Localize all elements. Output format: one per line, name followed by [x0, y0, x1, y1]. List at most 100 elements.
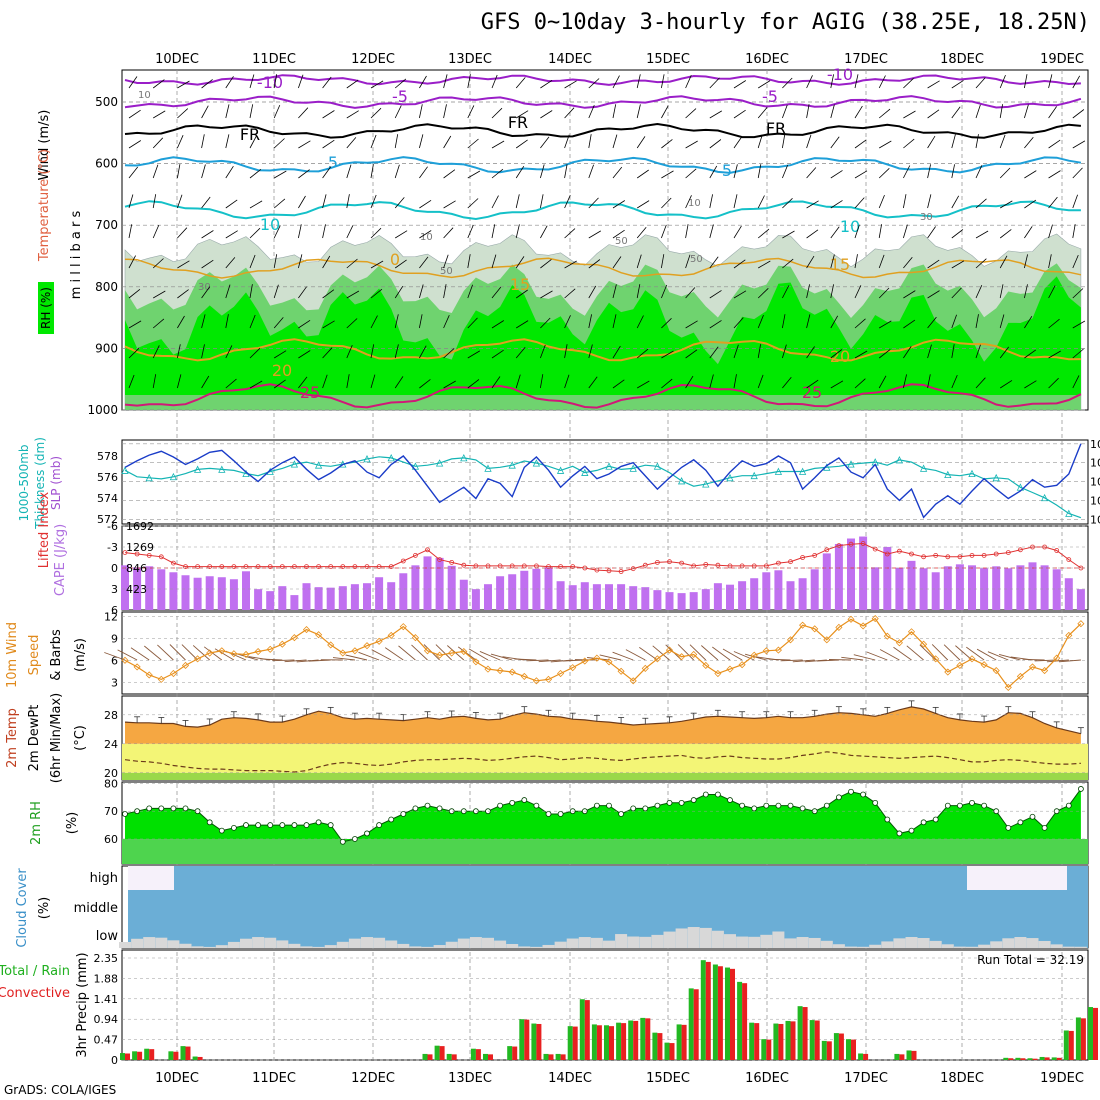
- wind10-barb: [906, 645, 924, 661]
- date-label-bottom-0: 10DEC: [155, 1071, 199, 1086]
- upper-barb: [128, 76, 138, 89]
- wind-speed-marker: [496, 667, 504, 675]
- upper-barb: [927, 259, 940, 269]
- low-cloud-bar: [1062, 946, 1075, 948]
- upper-barb: [878, 108, 891, 119]
- precip-total-bar: [712, 964, 718, 1060]
- li-marker: [183, 564, 188, 569]
- upper-barb: [612, 200, 626, 209]
- isotherm-2: [124, 122, 1081, 139]
- upper-barb: [467, 105, 475, 119]
- wind10-barb: [117, 649, 138, 661]
- upper-barb: [757, 80, 771, 89]
- upper-barb: [177, 344, 181, 359]
- precip-total-bar: [470, 1048, 476, 1060]
- low-cloud-bar: [663, 931, 676, 948]
- precip-total-bar: [120, 1053, 125, 1060]
- upper-barb: [927, 194, 932, 209]
- wind10-barb: [345, 654, 368, 661]
- cape-bar: [1064, 578, 1073, 610]
- wind-speed-marker: [968, 655, 976, 663]
- rh-marker: [545, 811, 552, 817]
- upper-barb: [806, 200, 819, 209]
- upper-barb: [419, 284, 424, 299]
- upper-barb: [782, 134, 786, 149]
- upper-barb: [636, 200, 650, 209]
- upper-barb: [394, 376, 404, 389]
- thickness-marker: [484, 464, 492, 472]
- low-cloud-bar: [227, 941, 240, 948]
- upper-barb: [951, 374, 958, 389]
- li-marker: [279, 564, 285, 569]
- cape-bar: [568, 585, 577, 610]
- thickness-marker: [435, 459, 444, 467]
- wind-speed-marker: [121, 656, 129, 664]
- upper-barb: [588, 285, 597, 299]
- li-marker: [897, 548, 902, 554]
- upper-barb: [1048, 285, 1056, 299]
- wind10-barb: [181, 644, 198, 661]
- upper-barb: [733, 259, 746, 269]
- wind-tick-1: 9: [111, 632, 118, 645]
- wind10-barb: [943, 644, 961, 661]
- upper-barb: [612, 345, 621, 359]
- upper-barb: [443, 227, 454, 239]
- upper-barb: [443, 284, 447, 299]
- upper-barb: [806, 229, 819, 239]
- isotherm-3: [124, 156, 1082, 174]
- cape-bar: [1076, 589, 1085, 610]
- date-label-top-9: 19DEC: [1040, 52, 1084, 67]
- rh-contour-label-2: 50: [615, 236, 628, 247]
- upper-barb: [564, 344, 568, 359]
- precip-total-bar: [531, 1023, 537, 1060]
- date-label-bottom-5: 15DEC: [646, 1071, 690, 1086]
- upper-barb: [830, 170, 843, 179]
- upper-barb: [515, 289, 528, 299]
- wind-speed-marker: [532, 677, 540, 685]
- thickness-marker: [774, 467, 783, 475]
- isotherm-label-9: 10: [260, 215, 280, 234]
- wind10-barb: [828, 659, 852, 661]
- thickness-marker: [218, 465, 226, 473]
- thickness-tick-3: 572: [97, 513, 118, 526]
- upper-barb: [249, 74, 255, 89]
- li-tick-0: -6: [107, 520, 118, 533]
- upper-barb: [152, 318, 165, 329]
- precip-total-bar: [180, 1046, 186, 1060]
- upper-barb: [443, 104, 447, 119]
- upper-barb: [128, 374, 135, 389]
- upper-barb: [540, 290, 553, 299]
- precip-total-bar: [591, 1024, 597, 1060]
- upper-barb: [733, 109, 746, 119]
- li-marker: [1066, 557, 1072, 562]
- wind10-barb: [768, 658, 791, 661]
- upper-barb: [443, 135, 452, 149]
- thickness-marker: [290, 460, 299, 468]
- upper-barb: [370, 134, 377, 149]
- upper-barb: [830, 136, 840, 149]
- wind-speed-marker: [653, 655, 661, 663]
- li-marker: [1005, 550, 1011, 555]
- wind10-barb: [526, 659, 549, 662]
- cape-bar: [883, 546, 892, 610]
- rh-marker: [751, 805, 758, 812]
- upper-barb: [540, 225, 548, 239]
- rh-marker: [509, 799, 516, 806]
- isotherm-label-6: FR: [766, 119, 786, 138]
- cape-bar: [447, 565, 456, 610]
- upper-barb: [394, 164, 400, 179]
- wind10-barb: [780, 659, 803, 662]
- upper-barb: [515, 320, 529, 329]
- upper-barb: [757, 134, 763, 149]
- upper-barb: [709, 256, 719, 269]
- upper-barb: [830, 284, 834, 299]
- rh-contour-label-3: 50: [440, 266, 453, 277]
- low-cloud-bar: [373, 937, 386, 948]
- rh-contour-label-7: 10: [688, 198, 701, 209]
- upper-barb: [612, 166, 623, 179]
- upper-barb: [636, 284, 641, 299]
- upper-barb: [419, 256, 429, 269]
- precip-total-bar: [422, 1053, 428, 1060]
- precip-conv-bar: [754, 1023, 760, 1060]
- low-cloud-bar: [1074, 946, 1087, 948]
